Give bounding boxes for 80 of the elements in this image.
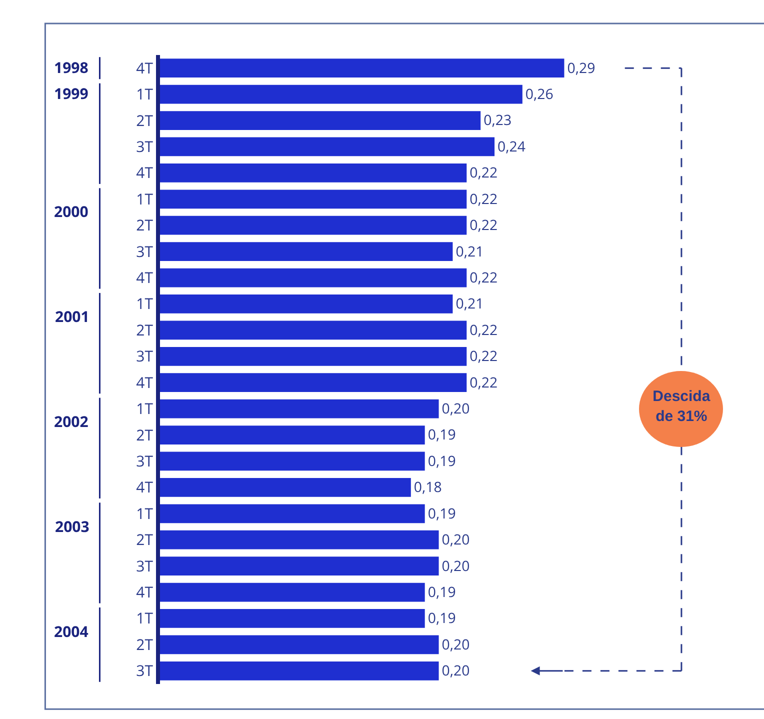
data-label: 0,22	[470, 190, 498, 209]
y-tick-label: 4T	[136, 268, 154, 288]
bar	[160, 478, 411, 497]
bar	[160, 373, 467, 392]
bar	[160, 582, 425, 602]
data-label: 0,20	[442, 662, 470, 681]
text: 1999	[54, 84, 89, 104]
y-tick-label: 4T	[136, 478, 154, 498]
data-label: 0,19	[428, 609, 456, 628]
y-tick-label: 1T	[136, 504, 154, 524]
y-tick-label: 3T	[136, 136, 154, 157]
y-tick-label: 2T	[136, 110, 154, 131]
data-label: 0,19	[428, 426, 456, 445]
bar	[160, 137, 495, 156]
data-label: 0,20	[442, 556, 470, 576]
bar	[160, 84, 522, 104]
y-tick-label: 1T	[136, 294, 154, 314]
y-tick-label: 3T	[136, 661, 154, 682]
bar	[160, 530, 439, 550]
bar	[160, 111, 481, 130]
y-tick-label: 4T	[136, 582, 154, 603]
bar	[160, 609, 425, 628]
bar	[160, 346, 467, 366]
bar	[160, 320, 467, 340]
y-tick-label: 3T	[136, 451, 154, 472]
text: 2004	[54, 622, 89, 642]
bar	[160, 426, 425, 444]
y-tick-label: 2T	[136, 530, 154, 550]
text: Descida de 31%	[652, 386, 712, 427]
data-label: 0,24	[498, 137, 526, 156]
y-tick-label: 3T	[136, 556, 154, 576]
data-label: 0,29	[567, 58, 596, 78]
data-label: 0,22	[470, 268, 498, 288]
data-label: 0,19	[428, 452, 456, 471]
bar	[160, 661, 439, 680]
data-label: 0,22	[470, 373, 498, 392]
data-label: 0,22	[470, 164, 498, 183]
text: 1998	[54, 58, 89, 78]
y-tick-label: 2T	[136, 425, 154, 446]
bar	[160, 58, 564, 78]
data-label: 0,22	[470, 347, 498, 366]
text: 2002	[54, 412, 89, 432]
data-label: 0,18	[414, 478, 442, 498]
bar	[160, 452, 425, 471]
text: 2003	[55, 517, 90, 537]
y-tick-label: 3T	[136, 346, 154, 367]
y-tick-label: 1T	[136, 189, 154, 210]
bar	[160, 399, 439, 418]
y-tick-label: 1T	[136, 399, 154, 420]
data-label: 0,19	[428, 504, 456, 524]
bar	[160, 556, 439, 576]
data-label: 0,19	[428, 582, 456, 602]
data-label: 0,20	[442, 530, 470, 550]
data-label: 0,26	[525, 85, 554, 104]
y-tick-label: 1T	[136, 84, 154, 105]
bar	[160, 190, 467, 209]
bar	[160, 242, 453, 261]
y-tick-label: 1T	[136, 608, 154, 629]
data-label: 0,20	[442, 400, 470, 419]
bar	[160, 268, 467, 288]
data-label: 0,21	[456, 294, 484, 314]
bar	[160, 294, 453, 314]
data-label: 0,23	[484, 111, 512, 130]
bar	[160, 635, 439, 654]
y-tick-label: 4T	[136, 163, 154, 184]
data-label: 0,22	[470, 216, 498, 236]
data-label: 0,21	[456, 242, 484, 262]
data-label: 0,20	[442, 635, 470, 654]
bar	[160, 216, 467, 235]
y-tick-label: 2T	[136, 320, 154, 340]
text: 2000	[54, 202, 89, 222]
y-tick-label: 3T	[136, 242, 154, 262]
y-tick-label: 2T	[136, 634, 154, 655]
bar	[160, 164, 467, 182]
data-label: 0,22	[470, 320, 498, 340]
text: 2001	[55, 307, 90, 327]
bar	[160, 504, 425, 524]
y-tick-label: 2T	[136, 216, 154, 236]
y-tick-label: 4T	[136, 372, 154, 393]
y-tick-label: 4T	[136, 58, 154, 78]
